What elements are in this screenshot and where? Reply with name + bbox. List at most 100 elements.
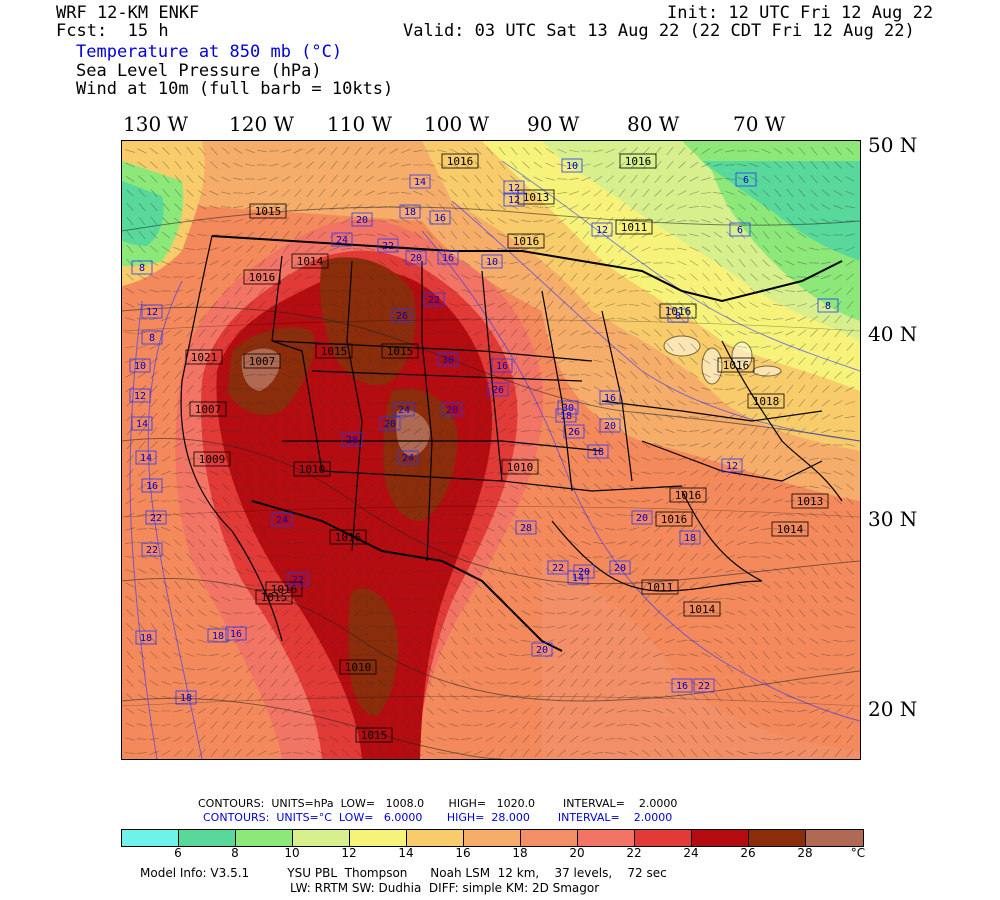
pressure-label: 1007 [189, 401, 227, 417]
lat-label: 40 N [868, 322, 918, 346]
svg-text:1015: 1015 [261, 591, 288, 604]
colorbar-tick: 12 [341, 846, 357, 860]
temperature-label: 12 [503, 180, 525, 195]
svg-text:20: 20 [410, 253, 422, 264]
svg-text:1013: 1013 [523, 191, 550, 204]
colorbar-tick: 18 [512, 846, 528, 860]
lon-label: 90 W [527, 112, 580, 136]
svg-text:1009: 1009 [199, 453, 226, 466]
pressure-label: 1010 [293, 461, 331, 477]
temperature-label: 12 [591, 222, 613, 237]
isobars [122, 206, 860, 759]
svg-text:1016: 1016 [625, 155, 652, 168]
colorbar-segment [749, 830, 806, 846]
temperature-label: 26 [563, 424, 585, 439]
svg-text:1015: 1015 [255, 205, 282, 218]
colorbar-tick: 26 [740, 846, 756, 860]
svg-text:6: 6 [737, 225, 743, 236]
physics-info: LW: RRTM SW: Dudhia DIFF: simple KM: 2D … [290, 881, 600, 895]
temperature-label: 28 [515, 520, 537, 535]
temperature-label: 20 [531, 642, 553, 657]
svg-text:1018: 1018 [753, 395, 780, 408]
svg-text:1013: 1013 [797, 495, 824, 508]
pressure-label: 1013 [517, 189, 555, 205]
pressure-label: 1016 [655, 511, 693, 527]
pressure-label: 1015 [355, 727, 393, 743]
svg-text:18: 18 [560, 411, 572, 422]
svg-text:1016: 1016 [249, 271, 276, 284]
temperature-label: 14 [135, 450, 157, 465]
svg-text:10: 10 [566, 161, 578, 172]
pressure-label: 1016 [619, 153, 657, 169]
lon-label: 120 W [229, 112, 295, 136]
temperature-label: 10 [129, 358, 151, 373]
svg-text:8: 8 [139, 263, 145, 274]
temperature-label: 30 [437, 352, 459, 367]
svg-text:8: 8 [675, 311, 681, 322]
state-borders [180, 235, 843, 642]
lon-label: 70 W [733, 112, 786, 136]
svg-text:1016: 1016 [665, 305, 692, 318]
svg-text:14: 14 [572, 573, 584, 584]
colorbar-segment [179, 830, 236, 846]
svg-text:1011: 1011 [621, 221, 648, 234]
svg-text:16: 16 [146, 481, 158, 492]
temperature-label: 10 [481, 254, 503, 269]
wind-barbs [124, 146, 856, 758]
svg-text:22: 22 [292, 575, 304, 586]
lon-label: 110 W [327, 112, 393, 136]
colorbar-segment [806, 830, 863, 846]
field-pressure: Sea Level Pressure (hPa) [76, 61, 322, 81]
svg-text:1021: 1021 [191, 351, 218, 364]
colorbar-tick: 22 [626, 846, 642, 860]
country-borders [211, 235, 843, 652]
svg-text:22: 22 [150, 513, 162, 524]
zone-30-a [241, 348, 281, 391]
temperature-label: 22 [141, 542, 163, 557]
pressure-label: 1016 [717, 357, 755, 373]
svg-text:1007: 1007 [249, 355, 276, 368]
zone-gulf-20 [542, 561, 860, 759]
svg-text:20: 20 [536, 645, 548, 656]
temperature-label: 16 [429, 210, 451, 225]
temperature-label: 24 [331, 232, 353, 247]
svg-text:24: 24 [402, 453, 414, 464]
pressure-label: 1010 [501, 459, 539, 475]
temperature-label: 26 [487, 382, 509, 397]
svg-text:16: 16 [676, 681, 688, 692]
pressure-label: 1016 [669, 487, 707, 503]
temperature-label: 20 [379, 416, 401, 431]
pressure-label: 1014 [683, 601, 721, 617]
colorbar-segment [578, 830, 635, 846]
temperature-label: 18 [679, 530, 701, 545]
temperature-label: 30 [557, 400, 579, 415]
svg-text:1011: 1011 [647, 581, 674, 594]
svg-text:1016: 1016 [675, 489, 702, 502]
temperature-label: 18 [175, 690, 197, 705]
model-info: Model Info: V3.5.1 YSU PBL Thompson Noah… [140, 866, 667, 880]
pressure-label: 1018 [747, 393, 785, 409]
lat-label: 30 N [868, 507, 918, 531]
temperature-label: 12 [141, 304, 163, 319]
pressure-label: 1015 [255, 589, 293, 605]
svg-text:1010: 1010 [345, 661, 372, 674]
svg-text:8: 8 [149, 333, 155, 344]
temperature-label: 16 [671, 678, 693, 693]
svg-text:22: 22 [698, 681, 710, 692]
svg-text:20: 20 [578, 567, 590, 578]
svg-text:16: 16 [604, 393, 616, 404]
svg-text:22: 22 [552, 563, 564, 574]
temperature-label: 22 [377, 238, 399, 253]
svg-text:8: 8 [825, 301, 831, 312]
pressure-label: 1010 [339, 659, 377, 675]
svg-text:24: 24 [336, 235, 348, 246]
colorbar-segment [407, 830, 464, 846]
temperature-label: 24 [397, 450, 419, 465]
svg-text:1016: 1016 [723, 359, 750, 372]
temperature-label: 20 [441, 402, 463, 417]
svg-text:16: 16 [230, 629, 242, 640]
temperature-label: 20 [405, 250, 427, 265]
temperature-label: 10 [561, 158, 583, 173]
temperature-label: 26 [391, 308, 413, 323]
svg-text:1014: 1014 [777, 523, 804, 536]
